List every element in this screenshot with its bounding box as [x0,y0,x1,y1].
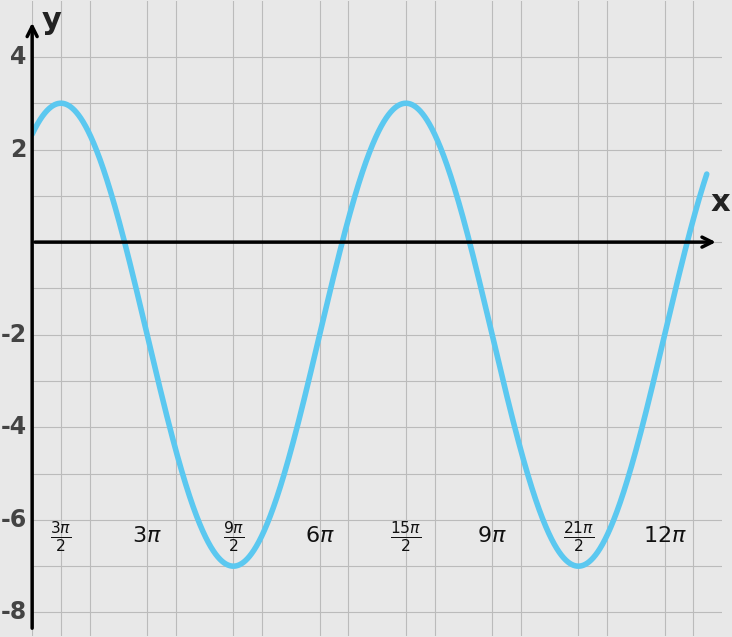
Text: -6: -6 [1,508,26,532]
Text: $3\pi$: $3\pi$ [132,526,162,546]
Text: $9\pi$: $9\pi$ [477,526,507,546]
Text: 2: 2 [10,138,26,162]
Text: $\frac{3\pi}{2}$: $\frac{3\pi}{2}$ [51,519,72,554]
Text: -2: -2 [1,323,26,347]
Text: -4: -4 [1,415,26,440]
Text: 4: 4 [10,45,26,69]
Text: -8: -8 [1,601,26,624]
Text: $6\pi$: $6\pi$ [305,526,335,546]
Text: x: x [711,188,731,217]
Text: y: y [41,6,61,35]
Text: $\frac{9\pi}{2}$: $\frac{9\pi}{2}$ [223,519,244,554]
Text: $\frac{15\pi}{2}$: $\frac{15\pi}{2}$ [390,519,422,554]
Text: $12\pi$: $12\pi$ [643,526,687,546]
Text: $\frac{21\pi}{2}$: $\frac{21\pi}{2}$ [563,519,594,554]
